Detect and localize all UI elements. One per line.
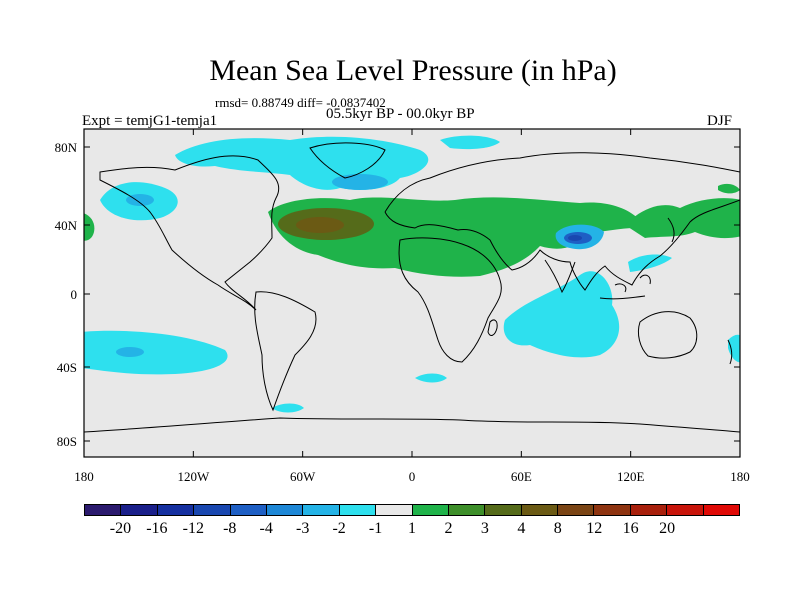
colorbar-label: 8: [553, 520, 562, 537]
colorbar-label: 1: [408, 520, 416, 537]
coast-madagascar: [487, 319, 498, 336]
anomaly-fields: [84, 135, 740, 413]
coast-europe-asia: [384, 152, 740, 291]
colorbar-label: -8: [223, 520, 237, 537]
colorbar-label: 12: [586, 520, 603, 537]
colorbar-segment: [194, 505, 231, 515]
coast-india: [544, 259, 576, 294]
colorbar-label: -12: [182, 520, 204, 537]
stats-line: rmsd= 0.88749 diff= -0.0837402: [215, 95, 386, 110]
lon-tick-label: 120E: [617, 469, 645, 484]
lat-tick-label: 80S: [57, 434, 77, 449]
lat-tick-label: 80N: [55, 140, 78, 155]
latitude-ticks: 80N 40N 0 40S 80S: [55, 140, 740, 449]
anomaly-negative-arctic-core: [332, 174, 388, 190]
map-background: [84, 129, 740, 457]
colorbar-label: 2: [444, 520, 453, 537]
lon-tick-label: 60W: [290, 469, 316, 484]
colorbar-label: 20: [659, 520, 676, 537]
colorbar-segment: [121, 505, 158, 515]
lon-tick-label: 0: [409, 469, 416, 484]
anomaly-negative-north-pacific-core: [126, 194, 154, 206]
colorbar-segment: [448, 505, 486, 515]
anomaly-positive-arctic-asia: [718, 183, 740, 194]
anomaly-negative-south-pacific-core: [116, 347, 144, 357]
colorbar-label: 16: [622, 520, 639, 537]
colorbar-label: -2: [332, 520, 346, 537]
longitude-ticks: 180 120W 60W 0 60E 120E 180: [74, 129, 750, 484]
colorbar-segment: [521, 505, 559, 515]
coast-south-america: [254, 291, 317, 412]
anomaly-positive-west-edge: [84, 213, 95, 241]
colorbar-segment: [594, 505, 631, 515]
coastlines: [84, 142, 740, 433]
anomaly-negative-tibet-peak: [568, 235, 582, 241]
anomaly-negative-indian-ocean: [503, 271, 620, 358]
colorbar-segment: [376, 505, 413, 515]
colorbar-segment: [157, 505, 195, 515]
anomaly-strongest-atlantic: [296, 217, 344, 233]
lat-tick-label: 40N: [55, 218, 78, 233]
colorbar-label: -1: [368, 520, 383, 537]
coast-north-america: [99, 155, 280, 311]
anomaly-negative-south-atlantic: [415, 373, 447, 383]
anomaly-negative-tasman: [728, 334, 740, 363]
anomaly-negative-south-pacific: [84, 330, 228, 375]
colorbar: [84, 504, 740, 516]
colorbar-label: -16: [146, 520, 168, 537]
colorbar-segment: [339, 505, 377, 515]
colorbar-label: -20: [109, 520, 132, 537]
lat-tick-label: 0: [71, 287, 78, 302]
coast-antarctica: [84, 417, 740, 433]
colorbar-segment: [85, 505, 122, 515]
colorbar-segment: [266, 505, 304, 515]
lon-tick-label: 60E: [511, 469, 532, 484]
colorbar-segment: [412, 505, 449, 515]
coast-maritime-continent: [599, 274, 651, 300]
chart-title: Mean Sea Level Pressure (in hPa): [209, 54, 617, 87]
season-label: DJF: [707, 113, 733, 129]
anomaly-negative-arctic-east: [440, 135, 500, 150]
anomaly-negative-southern-ocean: [272, 403, 304, 413]
experiment-label: Expt = temjG1-temja1: [82, 113, 218, 129]
colorbar-segment: [558, 505, 595, 515]
colorbar-label: 3: [480, 520, 489, 537]
coast-japan: [667, 217, 675, 243]
anomaly-positive-east-asia: [625, 198, 740, 239]
lat-tick-label: 40S: [57, 360, 77, 375]
colorbar-label: -3: [295, 520, 310, 537]
lon-tick-label: 120W: [177, 469, 210, 484]
colorbar-segment: [485, 505, 522, 515]
lon-tick-label: 180: [74, 469, 94, 484]
colorbar-label: -4: [259, 520, 273, 537]
coast-greenland: [309, 142, 386, 179]
colorbar-segment: [303, 505, 340, 515]
lon-tick-label: 180: [730, 469, 750, 484]
colorbar-segment: [630, 505, 668, 515]
colorbar-segment: [667, 505, 704, 515]
coast-australia: [637, 311, 698, 359]
coast-new-zealand: [727, 339, 733, 365]
period-label: 05.5kyr BP - 00.0kyr BP: [326, 106, 475, 122]
colorbar-segment: [230, 505, 267, 515]
coast-africa: [398, 237, 502, 363]
colorbar-segment: [703, 505, 740, 515]
colorbar-label: 4: [517, 520, 526, 537]
